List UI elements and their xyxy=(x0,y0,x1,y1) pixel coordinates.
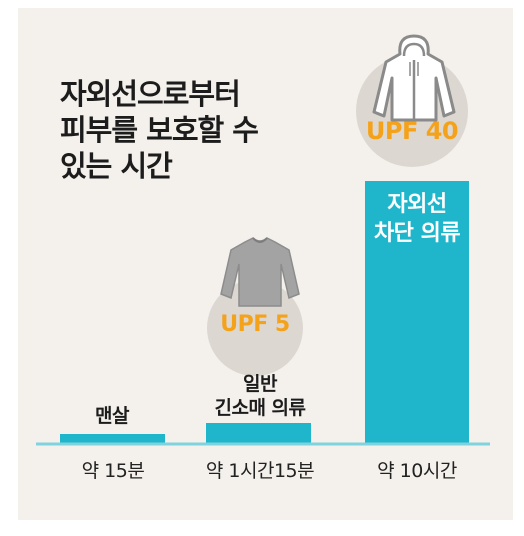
tick-label-15min: 약 15분 xyxy=(81,460,145,482)
badge-circle-upf5: UPF 5 xyxy=(207,280,303,376)
bar-label-regular-clothing: 일반 긴소매 의류 xyxy=(200,372,320,420)
hooded-jacket-icon xyxy=(372,34,456,122)
bar-uv-clothing xyxy=(365,181,469,443)
bar-label-regular-clothing-line-1: 일반 xyxy=(243,373,277,395)
long-sleeve-shirt-icon xyxy=(220,237,300,307)
bar-label-uv-clothing: 자외선 차단 의류 xyxy=(365,190,469,248)
tick-label-1h15min: 약 1시간15분 xyxy=(205,460,315,482)
chart-title-line-2: 피부를 보호할 수 xyxy=(60,113,259,147)
chart-title-line-1: 자외선으로부터 xyxy=(60,77,241,111)
bar-label-bare-skin-line-1: 맨살 xyxy=(95,405,129,427)
chart-title-line-3: 있는 시간 xyxy=(60,149,173,183)
bar-label-uv-clothing-line-2: 차단 의류 xyxy=(373,221,461,246)
badge-upf5-text: UPF 5 xyxy=(220,312,290,337)
badge-upf40-text: UPF 40 xyxy=(365,117,459,145)
bar-label-uv-clothing-line-1: 자외선 xyxy=(387,192,447,217)
bar-bare-skin xyxy=(60,434,165,443)
bar-label-bare-skin: 맨살 xyxy=(62,404,162,428)
bar-regular-clothing xyxy=(206,423,311,443)
tick-label-10h: 약 10시간 xyxy=(377,460,457,482)
bar-label-regular-clothing-line-2: 긴소매 의류 xyxy=(214,397,306,419)
